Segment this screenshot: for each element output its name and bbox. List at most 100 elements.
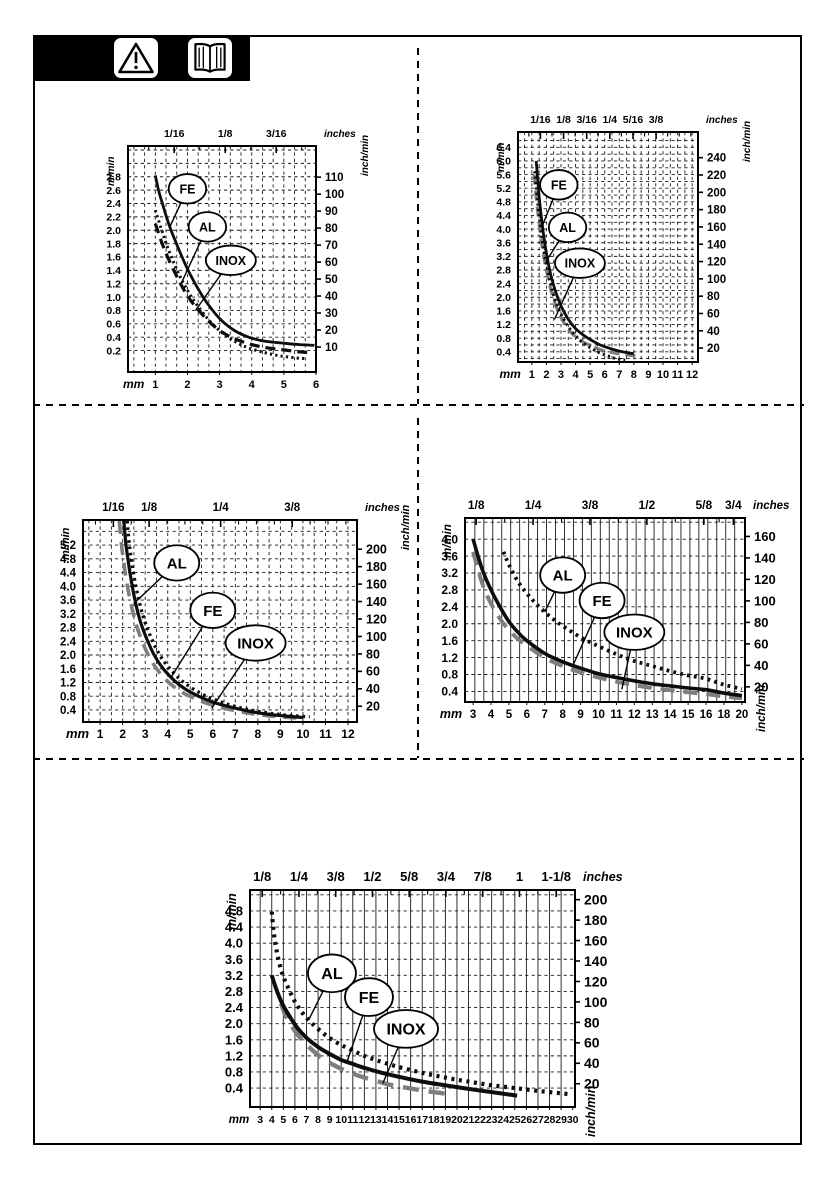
- top-axis: 1/16 1/8 1/4 3/8 inches: [94, 502, 400, 527]
- svg-text:40: 40: [366, 682, 380, 696]
- svg-text:3: 3: [217, 379, 223, 391]
- svg-text:5/8: 5/8: [695, 498, 712, 512]
- svg-text:0.2: 0.2: [106, 345, 121, 357]
- svg-text:60: 60: [707, 309, 720, 321]
- horizontal-divider-2: [33, 758, 804, 760]
- svg-text:20: 20: [451, 1114, 463, 1126]
- plot-border: [517, 131, 699, 363]
- svg-text:8: 8: [255, 727, 262, 741]
- svg-text:3/4: 3/4: [437, 869, 456, 884]
- svg-text:3.6: 3.6: [60, 595, 76, 607]
- series-al-curve: [125, 520, 310, 719]
- svg-text:4: 4: [269, 1114, 275, 1126]
- svg-text:0.4: 0.4: [225, 1081, 244, 1096]
- grid: [128, 146, 316, 372]
- svg-text:3/8: 3/8: [649, 114, 664, 126]
- svg-text:1/8: 1/8: [218, 128, 233, 140]
- svg-text:mm: mm: [123, 377, 145, 391]
- svg-text:2.6: 2.6: [106, 185, 121, 197]
- svg-text:40: 40: [325, 291, 338, 303]
- top-axis: 1/16 1/8 3/16 inches: [148, 128, 356, 153]
- svg-text:4.4: 4.4: [496, 210, 511, 222]
- svg-text:22: 22: [474, 1114, 486, 1126]
- svg-text:5: 5: [506, 709, 513, 721]
- svg-text:3: 3: [257, 1114, 263, 1126]
- svg-text:10: 10: [592, 709, 605, 721]
- svg-text:0.8: 0.8: [441, 668, 458, 682]
- bottom-axis: 3 4 5 6 7 8 9 10 11 12 13 14 15 16 18 20 mm: [440, 702, 748, 721]
- series-inox-curve: [117, 520, 301, 720]
- chart-svg: 1/16 1/8 3/16 1/4 5/16 3/8 inches2040608010012…: [496, 114, 753, 381]
- svg-text:100: 100: [366, 630, 387, 644]
- svg-text:INOX: INOX: [386, 1022, 425, 1039]
- svg-text:6: 6: [313, 379, 319, 391]
- svg-text:inches: inches: [365, 502, 400, 514]
- svg-text:5.2: 5.2: [496, 183, 511, 195]
- svg-text:7: 7: [542, 709, 548, 721]
- label-inox: INOX: [603, 613, 666, 690]
- svg-text:AL: AL: [559, 221, 576, 235]
- svg-text:40: 40: [707, 326, 720, 338]
- y-left-unit-label: m/min: [225, 893, 239, 930]
- svg-text:40: 40: [754, 658, 768, 673]
- grid: [250, 890, 575, 1107]
- svg-text:160: 160: [584, 932, 608, 948]
- svg-text:AL: AL: [321, 966, 343, 983]
- svg-text:inches: inches: [753, 500, 789, 512]
- y-right-unit-label: inch/min: [360, 135, 371, 176]
- svg-text:3.6: 3.6: [496, 237, 511, 249]
- svg-text:3.6: 3.6: [441, 549, 458, 563]
- svg-text:180: 180: [366, 560, 387, 574]
- svg-text:3.2: 3.2: [441, 566, 458, 580]
- svg-text:8: 8: [315, 1114, 321, 1126]
- svg-text:30: 30: [567, 1114, 579, 1126]
- instruction-manual-book-icon: [187, 37, 233, 79]
- svg-text:3: 3: [558, 369, 564, 381]
- label-fe: FE: [344, 977, 394, 1063]
- chart-svg: 1/16 1/8 1/4 3/8 inches 20 40 60 80 100 120 140 160 1…: [60, 502, 412, 741]
- svg-text:4.0: 4.0: [60, 581, 76, 593]
- svg-text:6: 6: [602, 369, 608, 381]
- svg-text:3: 3: [470, 709, 476, 721]
- svg-text:21: 21: [463, 1114, 475, 1126]
- series-inox-curve: [471, 551, 743, 701]
- warning-triangle-icon: [113, 37, 159, 79]
- svg-text:120: 120: [584, 973, 608, 989]
- series-al-curve: [501, 551, 743, 691]
- svg-text:10: 10: [325, 342, 338, 354]
- svg-text:20: 20: [754, 679, 768, 694]
- svg-text:3.6: 3.6: [225, 952, 243, 967]
- top-axis: 1/16 1/8 3/16 1/4 5/16 3/8 inches: [528, 114, 738, 139]
- svg-text:60: 60: [584, 1035, 600, 1051]
- svg-text:80: 80: [754, 615, 768, 630]
- svg-text:1.6: 1.6: [441, 634, 458, 648]
- svg-text:2.8: 2.8: [441, 583, 458, 597]
- svg-text:2.8: 2.8: [106, 171, 121, 183]
- svg-text:23: 23: [486, 1114, 498, 1126]
- svg-text:1/4: 1/4: [213, 502, 230, 514]
- svg-text:2.4: 2.4: [441, 600, 458, 614]
- y-left-unit-label: m/min: [60, 527, 72, 560]
- svg-text:180: 180: [584, 912, 608, 928]
- svg-text:1/4: 1/4: [290, 869, 309, 884]
- svg-text:5: 5: [187, 727, 194, 741]
- svg-text:3: 3: [142, 727, 149, 741]
- plot-border: [127, 145, 317, 373]
- svg-text:80: 80: [707, 291, 720, 303]
- svg-text:1/8: 1/8: [556, 114, 571, 126]
- label-al: AL: [307, 953, 357, 1020]
- svg-text:12: 12: [628, 709, 641, 721]
- svg-text:3.2: 3.2: [225, 968, 243, 983]
- series-inox-curve: [278, 1002, 455, 1098]
- svg-text:3/8: 3/8: [582, 498, 599, 512]
- svg-text:4: 4: [164, 727, 171, 741]
- svg-text:1: 1: [152, 379, 158, 391]
- label-al: AL: [181, 211, 228, 283]
- svg-text:4: 4: [249, 379, 256, 391]
- svg-text:mm: mm: [500, 367, 522, 381]
- svg-text:AL: AL: [199, 220, 216, 234]
- svg-text:1/16: 1/16: [530, 114, 551, 126]
- left-axis: 0.40.8 1.21.62.02.42.83.23.64.04.4 4.8: [225, 903, 244, 1095]
- svg-text:AL: AL: [553, 568, 573, 585]
- svg-text:4.8: 4.8: [225, 903, 243, 918]
